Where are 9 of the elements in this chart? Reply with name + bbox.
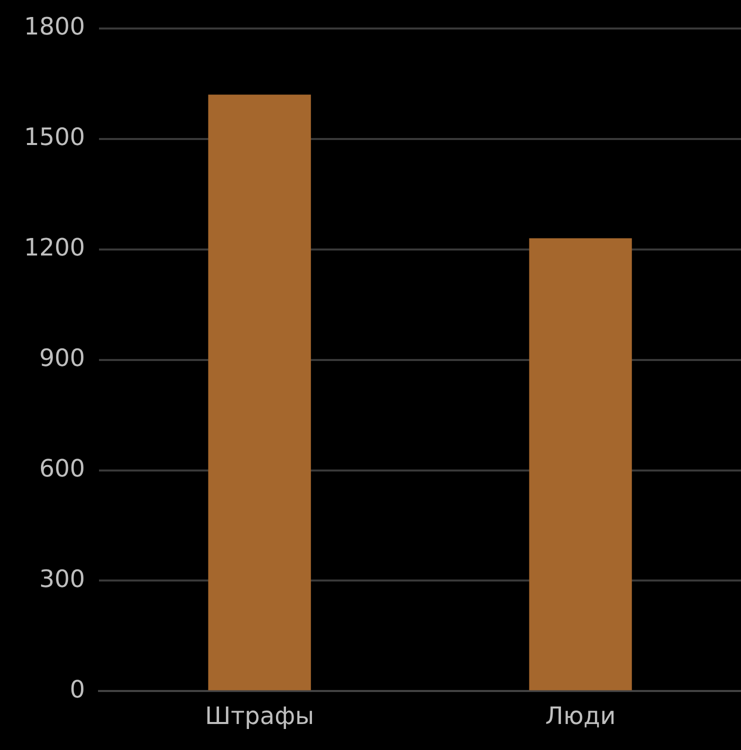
y-tick-label: 1500 [24, 123, 86, 152]
x-tick-label: Люди [545, 702, 616, 730]
y-tick-label: 1800 [24, 12, 86, 41]
y-tick-label: 900 [39, 344, 86, 372]
y-tick-label: 600 [39, 454, 86, 482]
x-tick-label: Штрафы [205, 702, 314, 730]
y-tick-label: 300 [39, 564, 86, 593]
y-tick-label: 1200 [24, 234, 86, 262]
y-tick-label: 0 [70, 675, 86, 704]
